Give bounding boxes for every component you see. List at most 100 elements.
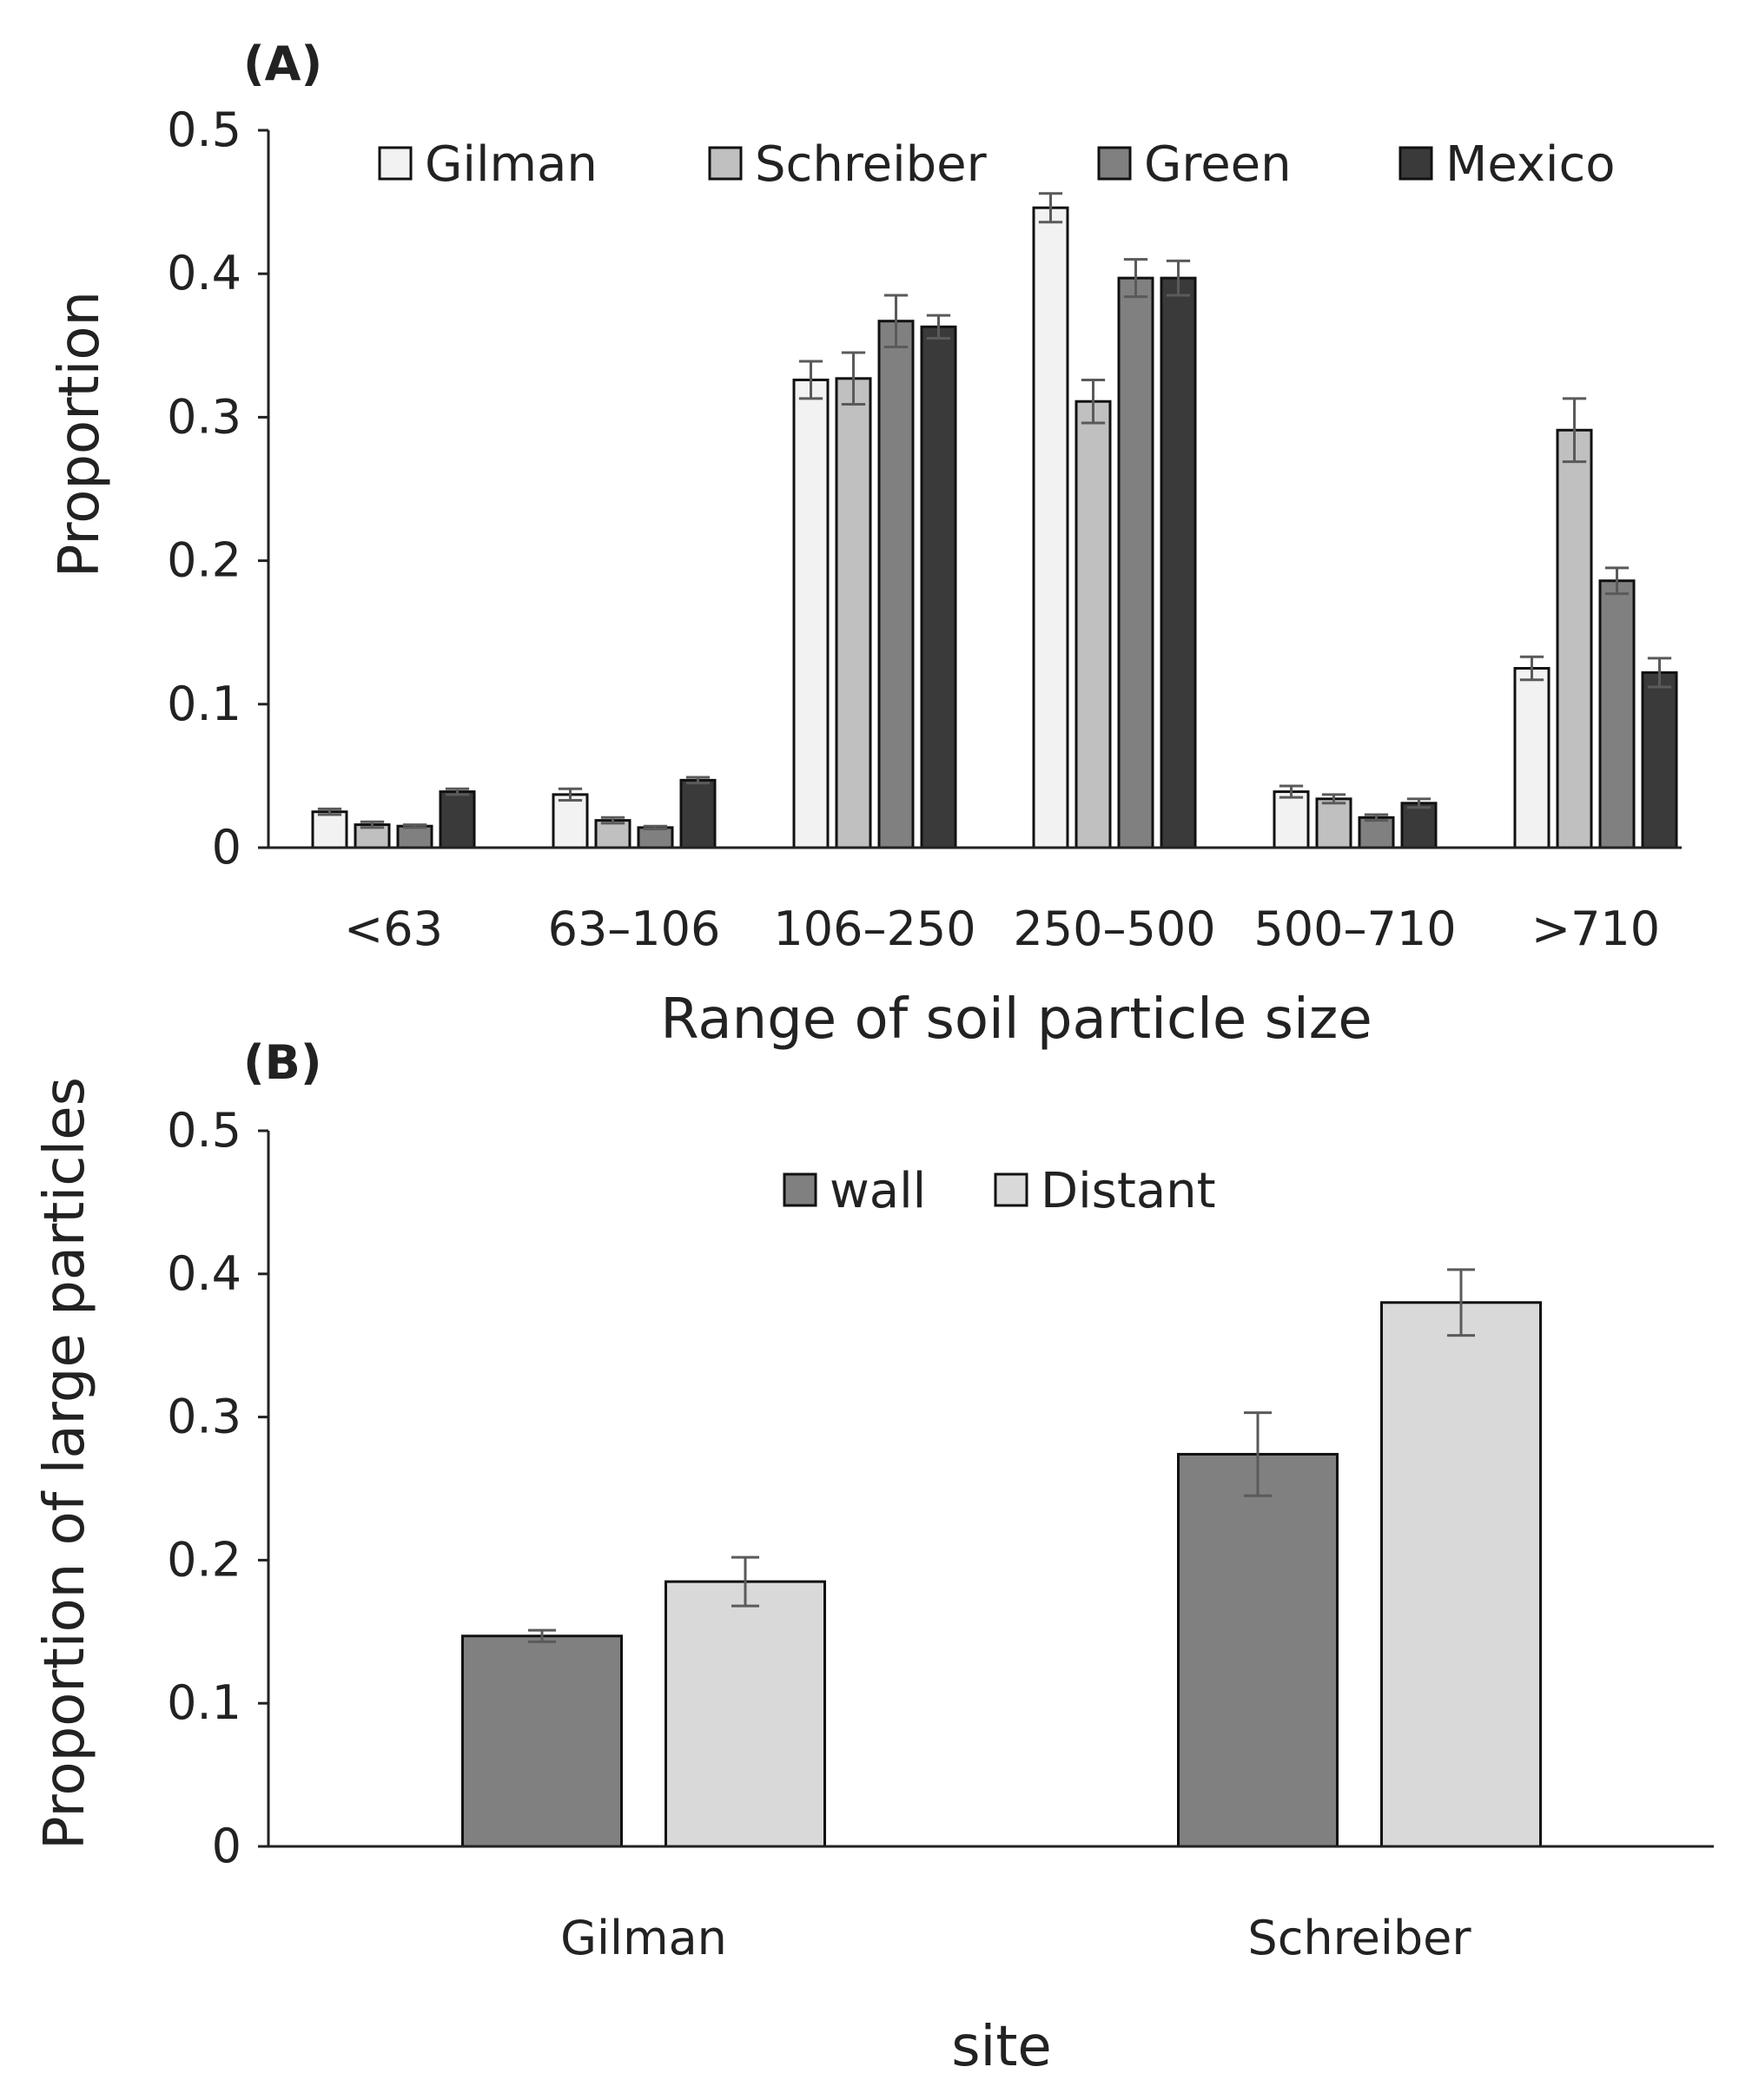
panel-a-legend: Gilman Schreiber Green Mexico <box>378 136 1616 193</box>
bar-wall-schreiber <box>1177 1452 1339 1848</box>
bar-schreiber-710 <box>1556 428 1593 849</box>
bar-distant-schreiber <box>1380 1301 1542 1848</box>
error-bar-mexico-63-106 <box>685 776 711 785</box>
y-tick-label: 0.1 <box>167 1675 241 1730</box>
error-bar-schreiber-106-250 <box>841 351 866 406</box>
error-bar-gilman-500-710 <box>1279 784 1304 799</box>
legend-swatch-gilman <box>378 146 413 181</box>
error-bar-gilman-63-106 <box>558 787 583 802</box>
bar-schreiber-500-710 <box>1315 797 1352 849</box>
error-bar-schreiber-250-500 <box>1081 378 1106 425</box>
bar-gilman-63 <box>311 810 348 849</box>
y-tick-label: 0 <box>212 1819 241 1873</box>
legend-swatch-wall <box>783 1172 817 1207</box>
bar-wall-gilman <box>461 1634 623 1848</box>
panel-a-axes <box>267 130 1682 849</box>
error-bar-wall-gilman <box>528 1628 556 1643</box>
y-tick-label: 0.5 <box>167 1103 241 1158</box>
bar-green-63-106 <box>637 826 674 849</box>
bar-green-500-710 <box>1358 816 1395 849</box>
panel-b-x-axis-title: site <box>951 2015 1052 2079</box>
legend-swatch-distant <box>994 1172 1028 1207</box>
panel-b-label: (B) <box>243 1035 322 1090</box>
error-bar-distant-gilman <box>731 1555 759 1608</box>
x-tick-label-gilman: Gilman <box>560 1911 727 1965</box>
legend-label-green: Green <box>1144 136 1292 193</box>
panel-a-y-axis-title: Proportion <box>48 291 112 578</box>
x-tick-label-schreiber: Schreiber <box>1247 1911 1471 1965</box>
bar-green-63 <box>396 824 433 849</box>
bar-mexico-710 <box>1641 670 1678 849</box>
bar-gilman-710 <box>1513 667 1551 849</box>
panel-b: (B) Proportion of large particles site 0… <box>33 1035 1714 2079</box>
error-bar-schreiber-500-710 <box>1321 793 1346 805</box>
legend-swatch-schreiber <box>708 146 743 181</box>
bar-gilman-500-710 <box>1273 790 1310 849</box>
bar-gilman-63-106 <box>552 793 589 849</box>
panel-a-label: (A) <box>243 36 322 91</box>
panel-a-y-ticks: 0 0.1 0.2 0.3 0.4 0.5 <box>167 102 268 875</box>
bar-mexico-250-500 <box>1160 276 1197 849</box>
error-bar-distant-schreiber <box>1447 1268 1475 1337</box>
y-tick-label: 0.2 <box>167 1532 241 1587</box>
bar-gilman-106-250 <box>792 378 830 849</box>
legend-label-distant: Distant <box>1041 1163 1216 1219</box>
x-tick-label-250-500: 250–500 <box>1013 901 1215 956</box>
legend-swatch-mexico <box>1398 146 1433 181</box>
bar-green-710 <box>1598 579 1636 849</box>
legend-swatch-green <box>1097 146 1132 181</box>
panel-b-legend: wall Distant <box>783 1163 1216 1219</box>
panel-b-axes <box>267 1131 1714 1848</box>
x-tick-label-710: >710 <box>1531 901 1660 956</box>
panel-a-bars <box>311 192 1678 849</box>
bar-schreiber-250-500 <box>1074 400 1112 849</box>
x-tick-label-106-250: 106–250 <box>773 901 975 956</box>
legend-label-wall: wall <box>830 1163 926 1219</box>
error-bar-green-250-500 <box>1123 258 1148 299</box>
y-tick-label: 0.4 <box>167 246 241 300</box>
error-bar-green-63-106 <box>643 824 668 831</box>
panel-b-y-ticks: 0 0.1 0.2 0.3 0.4 0.5 <box>167 1103 268 1873</box>
error-bar-schreiber-63-106 <box>600 816 625 825</box>
error-bar-mexico-500-710 <box>1406 797 1432 809</box>
error-bar-gilman-250-500 <box>1038 192 1063 224</box>
x-tick-label-500-710: 500–710 <box>1253 901 1456 956</box>
error-bar-green-106-250 <box>883 294 909 348</box>
error-bar-mexico-710 <box>1647 657 1672 689</box>
bar-mexico-63-106 <box>679 778 717 849</box>
panel-a: (A) Proportion Range of soil particle si… <box>48 36 1682 1052</box>
y-tick-label: 0.3 <box>167 389 241 444</box>
bar-green-250-500 <box>1117 276 1154 849</box>
error-bar-schreiber-63 <box>360 820 385 829</box>
bar-mexico-106-250 <box>920 325 957 849</box>
panel-b-y-axis-title: Proportion of large particles <box>33 1077 97 1850</box>
x-tick-label-63-106: 63–106 <box>548 901 721 956</box>
y-tick-label: 0.1 <box>167 677 241 731</box>
legend-label-schreiber: Schreiber <box>755 136 988 193</box>
bar-green-106-250 <box>877 320 915 849</box>
bar-mexico-63 <box>439 790 476 849</box>
y-tick-label: 0.5 <box>167 102 241 157</box>
error-bar-gilman-710 <box>1519 655 1544 682</box>
y-tick-label: 0.2 <box>167 533 241 588</box>
legend-label-mexico: Mexico <box>1445 136 1616 193</box>
bar-distant-gilman <box>665 1580 826 1848</box>
error-bar-wall-schreiber <box>1244 1411 1272 1497</box>
panel-b-bars <box>461 1268 1542 1848</box>
panel-b-x-tick-labels: Gilman Schreiber <box>560 1911 1471 1965</box>
error-bar-gilman-106-250 <box>798 360 823 400</box>
panel-a-x-axis-title: Range of soil particle size <box>660 987 1372 1052</box>
error-bar-green-500-710 <box>1364 813 1389 822</box>
error-bar-schreiber-710 <box>1562 397 1587 464</box>
panel-a-x-tick-labels: <63 63–106 106–250 250–500 500–710 >710 <box>344 901 1660 956</box>
legend-label-gilman: Gilman <box>425 136 598 193</box>
error-bar-mexico-250-500 <box>1166 259 1191 297</box>
y-tick-label: 0.3 <box>167 1390 241 1444</box>
bar-schreiber-106-250 <box>835 377 872 849</box>
error-bar-gilman-63 <box>317 807 342 816</box>
error-bar-green-63 <box>402 823 427 829</box>
error-bar-mexico-106-250 <box>926 314 951 340</box>
y-tick-label: 0.4 <box>167 1246 241 1301</box>
error-bar-mexico-63 <box>445 787 470 796</box>
